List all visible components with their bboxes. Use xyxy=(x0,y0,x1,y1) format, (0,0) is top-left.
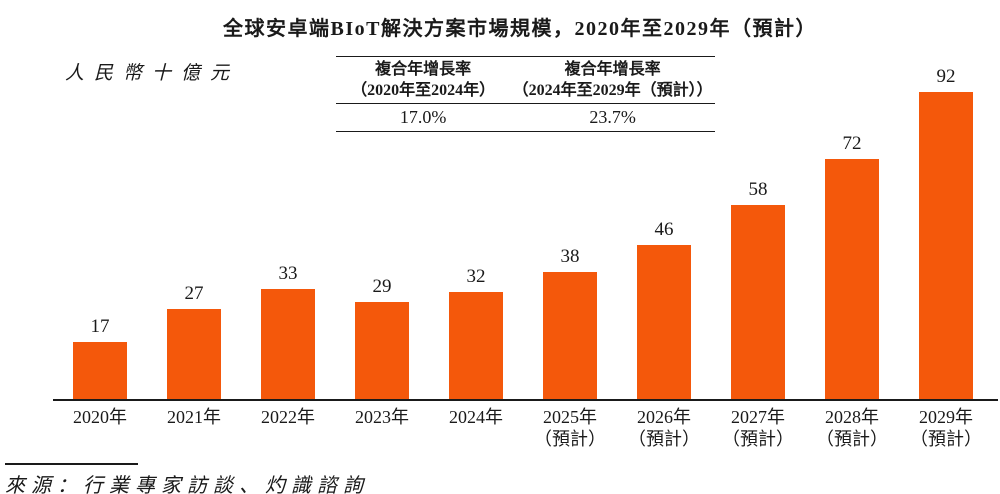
x-axis-tick-label: 2028年 （預計） xyxy=(816,407,888,449)
bar-column: 58 xyxy=(711,179,805,399)
x-axis-tick-label: 2025年 （預計） xyxy=(534,407,606,449)
bar xyxy=(167,309,221,399)
cagr-header-title: 複合年增長率 xyxy=(375,61,472,78)
x-axis-tick-label: 2022年 xyxy=(261,407,315,427)
bar xyxy=(449,292,503,399)
x-axis-labels: 2020年 2021年 2022年 2023年 2024年 2025年 （預計） 2026年… xyxy=(53,406,993,450)
cagr-header-period: （2024年至2029年（預計）） xyxy=(512,82,713,99)
cagr-header-period: （2020年至2024年） xyxy=(351,82,496,99)
cagr-value-2024-2029: 23.7% xyxy=(589,107,636,127)
bar-value-label: 38 xyxy=(560,246,580,267)
bar-column: 29 xyxy=(335,276,429,399)
bar-column: 72 xyxy=(805,133,899,399)
bar-column: 17 xyxy=(53,316,147,399)
bar-column: 46 xyxy=(617,219,711,399)
bar xyxy=(355,302,409,399)
x-axis-tick-label: 2021年 xyxy=(167,407,221,427)
x-axis-tick-label: 2029年 （預計） xyxy=(910,407,982,449)
bar xyxy=(543,272,597,399)
cagr-header-title: 複合年增長率 xyxy=(564,61,661,78)
cagr-table-header-row: 複合年增長率 （2020年至2024年） 複合年增長率 （2024年至2029年… xyxy=(336,57,715,104)
bar-value-label: 17 xyxy=(90,316,110,337)
bar-value-label: 46 xyxy=(654,219,674,240)
bar xyxy=(73,342,127,399)
y-axis-unit-label: 人民幣十億元 xyxy=(65,63,240,84)
x-axis-tick-label: 2020年 xyxy=(73,407,127,427)
bar-value-label: 27 xyxy=(184,283,204,304)
x-axis-tick-label: 2027年 （預計） xyxy=(722,407,794,449)
bar-series: 17 27 33 29 32 38 46 58 72 92 xyxy=(53,66,993,399)
cagr-table: 複合年增長率 （2020年至2024年） 複合年增長率 （2024年至2029年… xyxy=(336,56,715,132)
bar-column: 38 xyxy=(523,246,617,399)
bar xyxy=(825,159,879,399)
x-axis-tick-label: 2026年 （預計） xyxy=(628,407,700,449)
cagr-header-2020-2024: 複合年增長率 （2020年至2024年） xyxy=(336,59,510,101)
bar-value-label: 72 xyxy=(842,133,862,154)
cagr-table-value-row: 17.0% 23.7% xyxy=(336,104,715,132)
bar-column: 33 xyxy=(241,263,335,399)
bar-column: 32 xyxy=(429,266,523,399)
bar-value-label: 33 xyxy=(278,263,298,284)
x-axis-line xyxy=(53,399,998,401)
source-note: 來源：行業專家訪談、灼識諮詢 xyxy=(5,475,369,494)
bar-value-label: 92 xyxy=(936,66,956,87)
cagr-value-2020-2024: 17.0% xyxy=(399,107,447,127)
bar-column: 27 xyxy=(147,283,241,399)
bar xyxy=(261,289,315,399)
chart-title: 全球安卓端BIoT解決方案市場規模，2020年至2029年（預計） xyxy=(223,18,817,40)
x-axis-tick-label: 2023年 xyxy=(355,407,409,427)
bar xyxy=(731,205,785,399)
bar-value-label: 32 xyxy=(466,266,486,287)
cagr-header-2024-2029: 複合年增長率 （2024年至2029年（預計）） xyxy=(510,59,715,101)
bar-value-label: 58 xyxy=(748,179,768,200)
bar xyxy=(637,245,691,399)
bar-column: 92 xyxy=(899,66,993,399)
x-axis-tick-label: 2024年 xyxy=(449,407,503,427)
bar-value-label: 29 xyxy=(372,276,392,297)
bar xyxy=(919,92,973,399)
source-divider xyxy=(5,463,138,465)
